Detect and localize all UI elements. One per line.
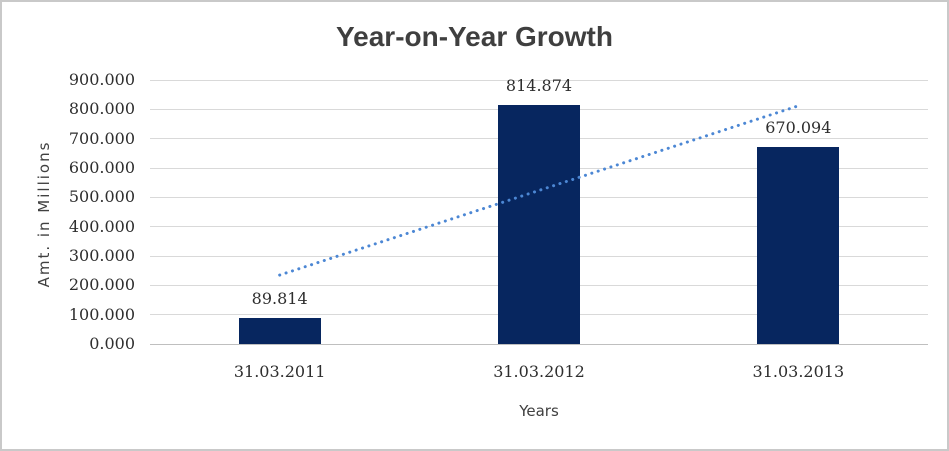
bar-value-label: 814.874 — [505, 75, 573, 95]
y-tick-label: 300.000 — [68, 246, 135, 265]
x-axis-line — [150, 343, 928, 345]
y-tick-label: 700.000 — [68, 128, 135, 148]
chart-title: Year-on-Year Growth — [336, 21, 613, 52]
bar-31.03.2013 — [757, 147, 840, 344]
y-tick-label: 800.000 — [68, 99, 135, 119]
gridline — [150, 79, 928, 81]
x-axis-title: Years — [519, 402, 559, 420]
x-tick-label: 31.03.2012 — [493, 362, 585, 381]
y-tick-label: 100.000 — [68, 304, 135, 324]
y-tick-label: 500.000 — [68, 187, 135, 207]
y-tick-label: 200.000 — [68, 275, 135, 295]
y-tick-label: 600.000 — [68, 158, 135, 177]
y-tick-label: 400.000 — [68, 216, 135, 236]
x-tick-label: 31.03.2011 — [233, 362, 326, 381]
bar-value-label: 670.094 — [765, 118, 832, 138]
y-tick-label: 0.000 — [89, 334, 135, 353]
bar-value-label: 89.814 — [251, 288, 308, 308]
bar-31.03.2011 — [238, 317, 321, 344]
x-tick-label: 31.03.2013 — [752, 362, 845, 381]
bar-31.03.2012 — [498, 104, 580, 344]
y-tick-label: 900.000 — [68, 70, 135, 89]
